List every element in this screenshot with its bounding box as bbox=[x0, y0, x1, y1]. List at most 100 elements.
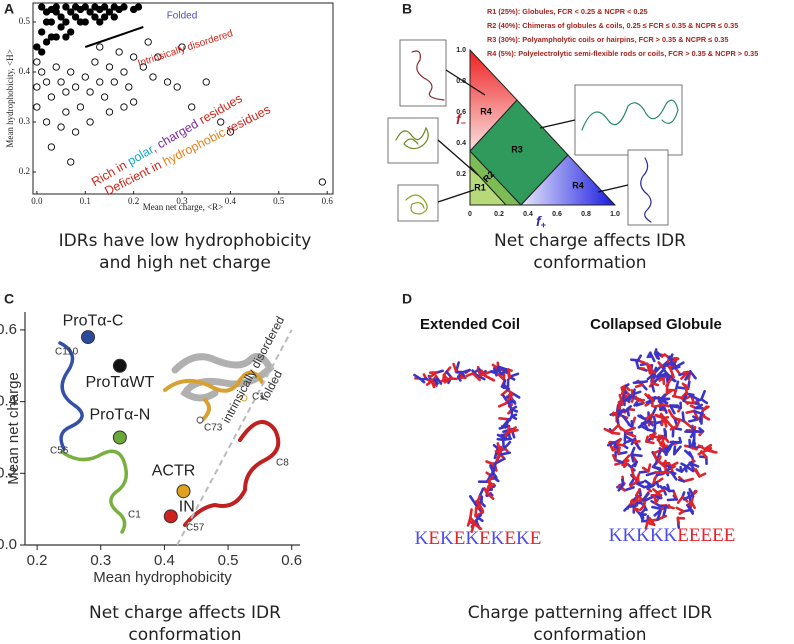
atom-bond bbox=[492, 461, 497, 474]
inset bbox=[399, 39, 447, 107]
helix bbox=[183, 420, 281, 527]
series-label: ProTα-C bbox=[63, 312, 124, 329]
atom-bond bbox=[663, 369, 673, 381]
atom-bond bbox=[611, 454, 617, 462]
arrow bbox=[445, 69, 486, 96]
x-tick-label: 0.0 bbox=[31, 196, 43, 206]
atom-bond bbox=[624, 426, 636, 433]
residue-run: K bbox=[440, 528, 454, 549]
atom-bond bbox=[621, 385, 626, 395]
atom-bond bbox=[472, 522, 483, 531]
point bbox=[188, 103, 196, 111]
atom-bond bbox=[682, 477, 694, 483]
x-tick-label: 0.2 bbox=[27, 552, 48, 569]
point bbox=[112, 430, 127, 445]
point bbox=[144, 38, 152, 46]
caption: conformation bbox=[533, 253, 646, 273]
residue-run: E bbox=[454, 528, 466, 549]
x-tick-label: 0.3 bbox=[176, 196, 188, 206]
atom-bond bbox=[693, 468, 701, 478]
atom-bond bbox=[657, 460, 667, 467]
atom-bond bbox=[657, 361, 664, 368]
point bbox=[96, 78, 104, 86]
point bbox=[105, 63, 114, 71]
caption: conformation bbox=[128, 625, 241, 644]
atom-bond bbox=[650, 368, 657, 375]
atom-bond bbox=[656, 448, 663, 459]
atom-bond bbox=[496, 367, 503, 376]
chain bbox=[60, 449, 129, 534]
axis-symbol: f bbox=[536, 213, 542, 229]
x-tick-label: 0.3 bbox=[90, 552, 111, 569]
point bbox=[120, 103, 128, 111]
atom-bond bbox=[647, 419, 655, 427]
residue-label: C57 bbox=[186, 523, 205, 534]
atom-bond bbox=[663, 427, 667, 440]
atom-bond bbox=[668, 440, 675, 451]
y-tick-label: 0.2 bbox=[19, 166, 30, 176]
atom-bond bbox=[645, 362, 653, 370]
atom-bond bbox=[646, 428, 654, 433]
residue-run: K bbox=[465, 528, 479, 549]
atom-bond bbox=[507, 426, 517, 434]
x-tick-label: 0.4 bbox=[523, 211, 533, 218]
point bbox=[33, 43, 41, 51]
atom-bond bbox=[677, 478, 686, 483]
point bbox=[42, 118, 51, 126]
atom-bond bbox=[643, 413, 654, 421]
atom-bond bbox=[474, 511, 484, 518]
point bbox=[100, 3, 109, 11]
inset bbox=[387, 117, 439, 164]
point bbox=[149, 73, 157, 81]
point bbox=[81, 18, 89, 26]
point bbox=[62, 33, 70, 41]
x-tick-label: 0.2 bbox=[494, 211, 504, 218]
legend-entry: R4 (5%): Polyelectrolytic semi-flexible … bbox=[487, 49, 758, 58]
point bbox=[112, 358, 127, 373]
atom-bond bbox=[498, 417, 511, 421]
atom-bond bbox=[650, 381, 660, 387]
atom-bond bbox=[694, 403, 704, 410]
atom-bond bbox=[669, 367, 675, 379]
point bbox=[67, 8, 75, 16]
atom-bond bbox=[675, 506, 685, 513]
atom-bond bbox=[483, 374, 496, 382]
y-tick-label: 0.2 bbox=[456, 171, 466, 178]
divider-line bbox=[176, 329, 293, 546]
atom-bond bbox=[645, 471, 657, 477]
y-tick-label: 0.5 bbox=[19, 16, 31, 26]
residue-run: E bbox=[428, 528, 440, 549]
plot-frame bbox=[32, 2, 334, 195]
series-label: IN bbox=[179, 499, 195, 516]
x-tick-label: 0.5 bbox=[273, 196, 285, 206]
x-tick-label: 0.2 bbox=[128, 196, 139, 206]
atom-bond bbox=[684, 370, 692, 381]
atom-bond bbox=[637, 480, 645, 485]
atom-bond bbox=[662, 361, 674, 368]
atom-bond bbox=[682, 392, 689, 403]
residue-run: E bbox=[479, 528, 491, 549]
annotation: intrinsically disordered bbox=[219, 314, 287, 425]
atom-bond bbox=[683, 464, 688, 473]
point bbox=[52, 63, 60, 71]
sequence: KEKEKEKEKE bbox=[415, 528, 542, 549]
point bbox=[81, 73, 89, 81]
atom-bond bbox=[452, 362, 458, 373]
residue-run: K bbox=[516, 528, 530, 549]
atom-bond bbox=[627, 393, 634, 402]
caption: IDRs have low hydrophobicity bbox=[59, 231, 312, 251]
molecules bbox=[413, 348, 718, 533]
point bbox=[129, 53, 138, 61]
structure bbox=[395, 126, 429, 150]
atom-bond bbox=[657, 434, 667, 440]
arrow bbox=[597, 184, 629, 193]
atom-bond bbox=[647, 463, 652, 473]
atom-bond bbox=[460, 368, 471, 374]
atom-bond bbox=[654, 413, 665, 419]
atom-bond bbox=[669, 404, 683, 410]
y-tick-label: 0.6 bbox=[0, 321, 17, 338]
atom-bond bbox=[652, 451, 659, 461]
caption: Net charge affects IDR bbox=[89, 603, 281, 623]
y-tick-label: 0.6 bbox=[456, 109, 466, 116]
atom-bond bbox=[620, 478, 625, 487]
